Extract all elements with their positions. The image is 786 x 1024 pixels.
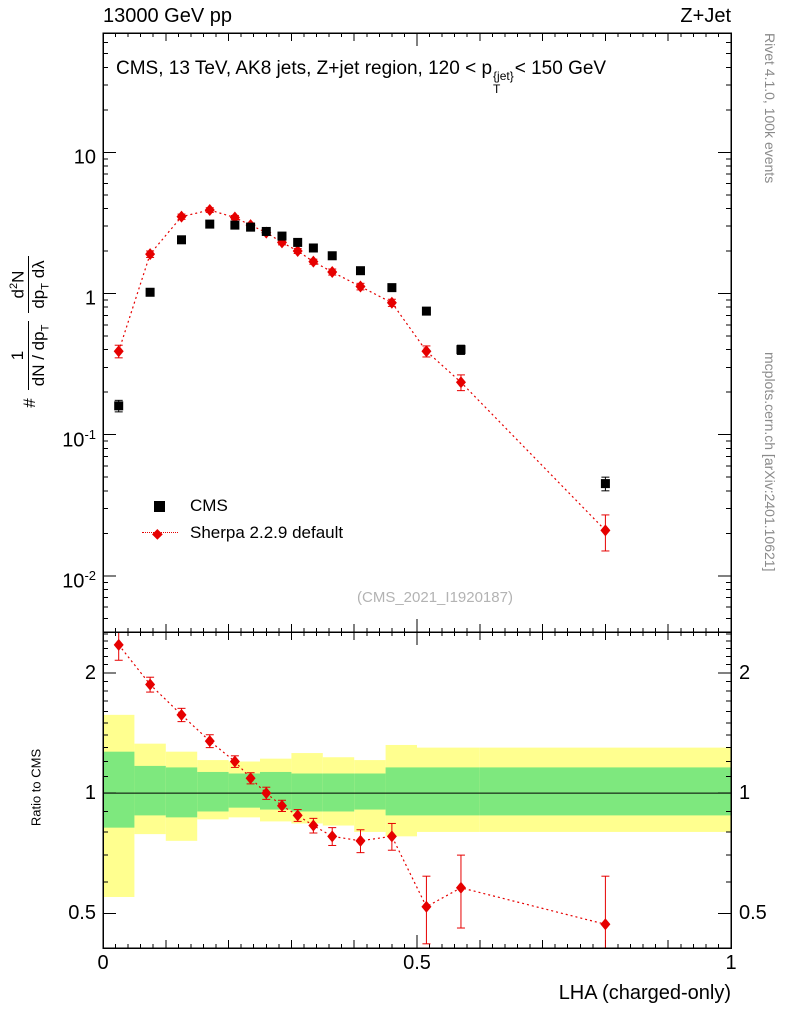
ratio-tick-left-05: 0.5 [68,902,96,924]
y-tick-1: 1 [84,287,96,310]
process-label: Z+Jet [680,5,731,27]
analysis-watermark: (CMS_2021_I1920187) [357,589,513,606]
main-y-axis-label: # 1 dN / dpT d2N dpT dλ [0,32,70,632]
x-tick-0: 0 [97,952,109,974]
mcplots-note: mcplots.cern.ch [arXiv:2401.10621] [762,352,778,572]
y-tick-1e-1: 10-1 [62,427,96,452]
legend-label-sherpa: Sherpa 2.2.9 default [190,522,344,542]
ylabel-hash: # [20,398,39,408]
ratio-tick-right-2: 2 [739,662,751,684]
panel-title-pre: CMS, 13 TeV, AK8 jets, Z+jet region, 120… [116,58,493,79]
ylabel-frac2-num: d2N [7,256,30,313]
beam-energy-label: 13000 GeV pp [103,5,232,27]
legend: CMS ◆ Sherpa 2.2.9 default [140,492,343,546]
panel-title-post: < 150 GeV [514,58,607,79]
legend-label-cms: CMS [190,495,228,515]
legend-row-cms: CMS [140,492,343,519]
x-tick-1: 1 [725,952,737,974]
panel-title-sub: T [493,81,501,96]
panel-title-sup: {jet} [493,69,514,83]
y-tick-10: 10 [73,146,96,169]
ylabel-frac1-den: dN / dpT [28,324,52,387]
pt-supsub: {jet} T [493,70,514,95]
ratio-tick-right-05: 0.5 [739,902,767,924]
panel-title: CMS, 13 TeV, AK8 jets, Z+jet region, 120… [116,58,606,95]
ratio-y-axis-label: Ratio to CMS [28,748,44,827]
ratio-tick-left-2: 2 [84,662,96,684]
sherpa-diamond-marker-icon: ◆ [140,523,180,543]
ylabel-frac2-den: dpT dλ [29,260,52,309]
cms-square-marker-icon [140,496,180,516]
ylabel-frac2: d2N dpT dλ [7,256,52,313]
ylabel-frac1: 1 dN / dpT [8,320,52,391]
legend-row-sherpa: ◆ Sherpa 2.2.9 default [140,519,343,546]
ratio-tick-right-1: 1 [739,782,751,804]
ratio-tick-left-1: 1 [84,782,96,804]
rivet-version-note: Rivet 4.1.0, 100k events [762,33,778,184]
x-axis-title: LHA (charged-only) [558,982,731,1004]
x-tick-05: 0.5 [403,952,431,974]
y-tick-1e-2: 10-2 [62,568,96,593]
ylabel-frac1-num: 1 [8,320,29,391]
